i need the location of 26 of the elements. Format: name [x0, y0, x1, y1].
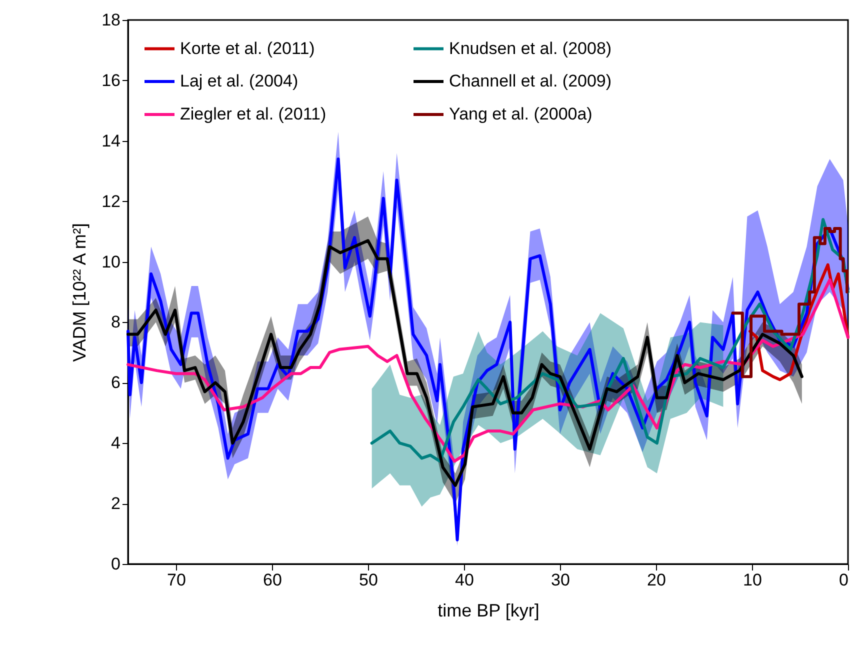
y-tick-label: 2	[111, 494, 120, 514]
legend-label: Korte et al. (2011)	[180, 38, 315, 58]
x-tick-label: 50	[359, 570, 378, 590]
x-tick-label: 60	[263, 570, 282, 590]
legend-label: Ziegler et al. (2011)	[180, 104, 326, 124]
y-tick-label: 16	[102, 70, 120, 90]
y-tick-label: 4	[111, 434, 120, 453]
y-tick-label: 12	[102, 192, 120, 211]
x-axis-title: time BP [kyr]	[438, 600, 540, 620]
legend-label: Knudsen et al. (2008)	[449, 38, 612, 58]
y-tick-label: 18	[102, 10, 120, 30]
legend-label: Channell et al. (2009)	[449, 72, 612, 90]
x-tick-label: 40	[455, 570, 474, 590]
legend-label: Yang et al. (2000a)	[449, 104, 592, 124]
y-tick-label: 8	[111, 312, 120, 332]
x-tick-label: 70	[167, 570, 186, 590]
x-tick-label: 30	[551, 570, 570, 590]
y-axis-title: VADM [10²² A m²]	[70, 223, 90, 362]
legend-label: Laj et al. (2004)	[180, 72, 298, 90]
y-tick-label: 14	[102, 131, 120, 150]
x-tick-label: 20	[647, 570, 666, 590]
x-tick-label: 0	[839, 570, 848, 590]
y-tick-label: 10	[102, 252, 120, 272]
y-tick-label: 6	[111, 373, 120, 392]
x-tick-label: 10	[743, 570, 762, 590]
y-tick-label: 0	[111, 554, 120, 574]
